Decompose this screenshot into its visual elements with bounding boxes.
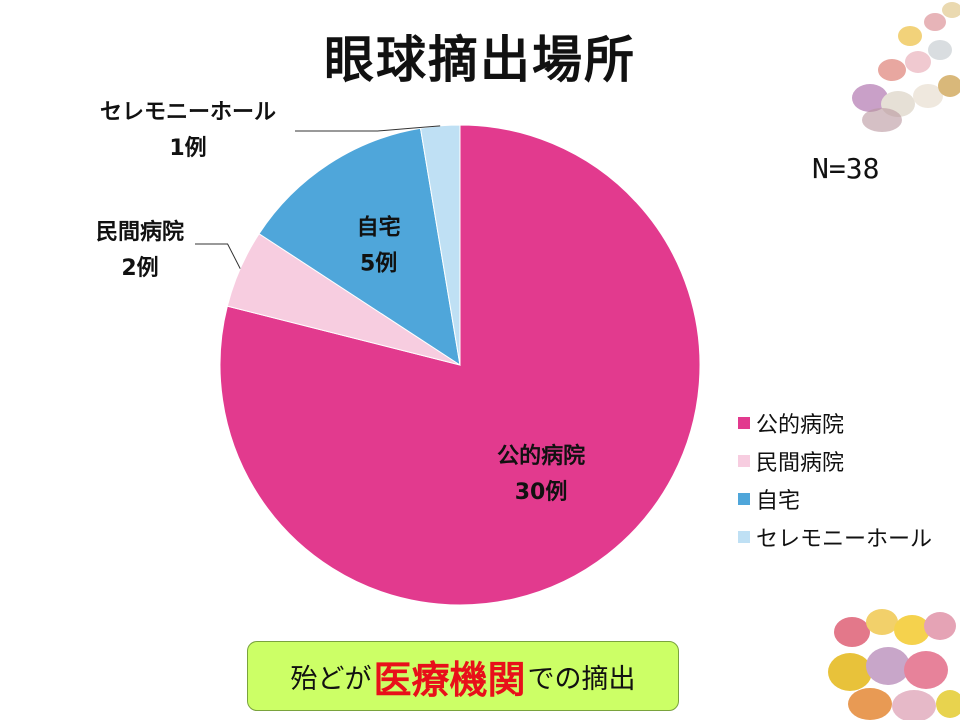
chart-legend: 公的病院民間病院自宅セレモニーホール [738, 404, 932, 556]
data-label-ceremony-hall: セレモニーホール 1例 [100, 100, 276, 161]
legend-label: セレモニーホール [756, 527, 933, 552]
data-label-category: 民間病院 [96, 219, 184, 245]
legend-item-public-hospital: 公的病院 [738, 404, 932, 442]
legend-swatch [738, 417, 750, 429]
callout-emphasis: 医療機関 [373, 657, 526, 702]
data-label-value: 30例 [515, 480, 568, 505]
legend-label: 公的病院 [756, 413, 845, 438]
candy-eggs-image-bottom [810, 600, 960, 720]
candy-eggs-image-top [800, 0, 960, 140]
data-label-public-hospital: 公的病院 30例 [497, 443, 585, 505]
sample-size-label: N=38 [812, 152, 880, 185]
data-label-value: 1例 [169, 136, 206, 161]
data-label-private-hospital: 民間病院 2例 [96, 219, 184, 281]
data-label-value: 2例 [121, 256, 158, 281]
legend-item-home: 自宅 [738, 480, 932, 518]
leader-line-ceremony-hall [295, 125, 441, 132]
data-label-value: 5例 [360, 251, 397, 276]
leader-line-private-hospital [195, 243, 241, 269]
data-label-category: 自宅 [357, 214, 401, 240]
summary-callout: 殆どが 医療機関 での摘出 [247, 641, 679, 711]
slide-title: 眼球摘出場所 [324, 31, 636, 89]
data-label-category: 公的病院 [497, 443, 585, 469]
data-label-home: 自宅 5例 [357, 214, 401, 276]
legend-item-ceremony-hall: セレモニーホール [738, 518, 932, 556]
data-label-category: セレモニーホール [100, 100, 276, 125]
legend-swatch [738, 531, 750, 543]
legend-label: 民間病院 [756, 451, 845, 476]
callout-suffix: での摘出 [527, 663, 636, 695]
legend-swatch [738, 493, 750, 505]
legend-label: 自宅 [756, 489, 801, 514]
callout-prefix: 殆どが [290, 663, 372, 695]
legend-swatch [738, 455, 750, 467]
pie-slice-home [258, 127, 461, 367]
legend-item-private-hospital: 民間病院 [738, 442, 932, 480]
